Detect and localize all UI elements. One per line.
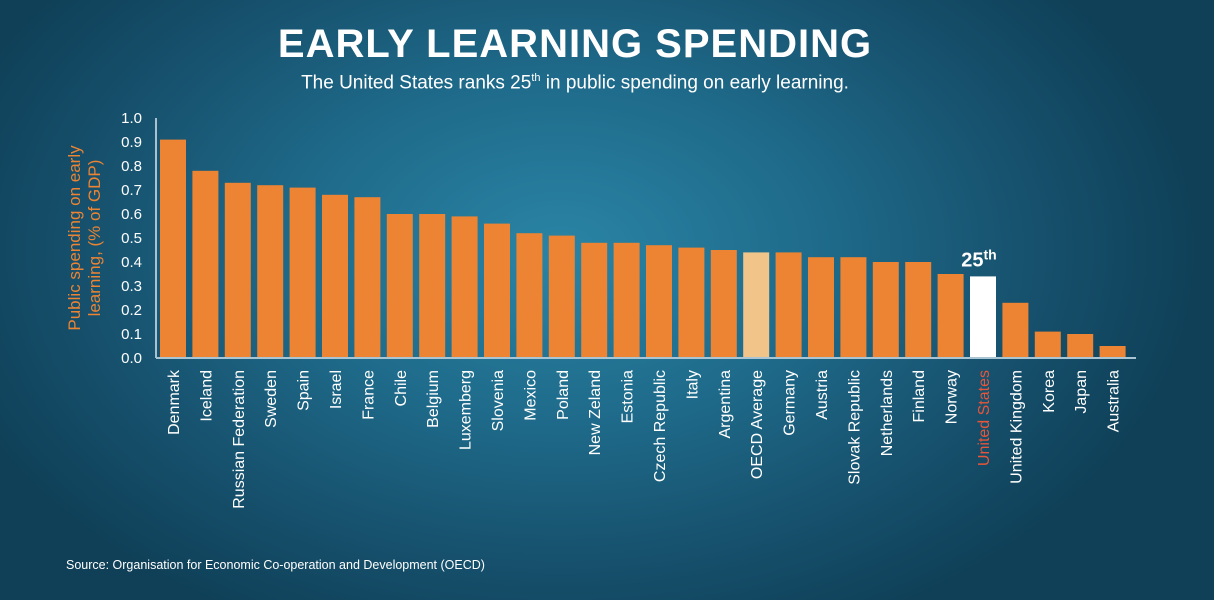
x-tick-label: Poland [555,370,572,420]
x-tick-label: Slovenia [490,370,507,431]
x-tick-label: Spain [296,370,313,411]
x-tick-label: Austria [814,370,831,420]
bar-luxemberg [451,216,478,358]
x-tick-label: Finland [911,370,928,422]
bar-japan [1067,334,1094,358]
chart-title: EARLY LEARNING SPENDING [277,22,873,66]
x-tick-label: Italy [684,370,701,399]
bar-russian-federation [224,182,251,358]
bar-new-zeland [581,242,608,358]
x-tick-label: Estonia [620,370,637,423]
x-tick-label: Slovak Republic [846,370,863,485]
subtitle-superscript: th [531,72,541,84]
x-tick-label: New Zeland [587,370,604,455]
bar-norway [937,274,964,358]
bar-belgium [419,214,446,358]
x-tick-label: OECD Average [749,370,766,479]
bar-argentina [710,250,737,358]
y-tick-label: 0.5 [121,230,142,247]
x-tick-label: United States [976,370,993,466]
x-tick-label: Argentina [717,370,734,439]
rank-suffix: th [984,246,997,262]
source-note: Source: Organisation for Economic Co-ope… [66,558,485,572]
x-tick-label: Chile [393,370,410,407]
bar-poland [548,235,575,358]
y-tick-label: 0.6 [121,206,142,223]
y-tick-label: 0.9 [121,134,142,151]
x-tick-label: Israel [328,370,345,409]
bar-italy [678,247,705,358]
bar-united-kingdom [1002,302,1029,358]
y-tick-label: 0.2 [121,302,142,319]
x-tick-label: Denmark [166,369,183,435]
bar-mexico [516,233,543,358]
bar-netherlands [872,262,899,358]
y-axis-title-line: Public spending on early [65,145,84,331]
x-tick-label: United Kingdom [1008,370,1025,484]
x-tick-label: Korea [1041,370,1058,413]
bar-austria [808,257,834,358]
rank-number: 25 [961,249,983,271]
x-tick-label: Russian Federation [231,370,248,509]
bar-chile [386,214,413,358]
chart-subtitle: The United States ranks 25th in public s… [0,72,1150,94]
y-tick-label: 0.1 [121,326,142,343]
bar-sweden [257,185,284,358]
bar-oecd-average [743,252,770,358]
x-tick-label: France [360,370,377,420]
x-tick-label: Sweden [263,370,280,428]
x-tick-label: Iceland [198,370,215,422]
rank-annotation: 25th [961,246,996,271]
x-tick-label: Luxemberg [458,370,475,450]
y-axis-title-line: learning, (% of GDP) [85,160,104,317]
bar-australia [1099,346,1126,358]
bar-germany [775,252,802,358]
bar-slovak-republic [840,257,867,358]
y-axis-ticks: 0.0 0.1 0.2 0.3 0.4 0.5 0.6 0.7 0.8 0.9 1.0 [121,110,142,367]
x-tick-label: Germany [782,370,799,436]
y-tick-label: 0.0 [121,350,142,367]
y-tick-label: 0.4 [121,254,142,271]
y-tick-label: 0.7 [121,182,142,199]
bar-denmark [160,139,186,358]
x-tick-label: Czech Republic [652,370,669,482]
bar-estonia [613,242,640,358]
y-tick-label: 0.8 [121,158,142,175]
bar-united-states [970,276,996,358]
rank-annotation-text: 25th [961,246,996,271]
x-tick-label: Netherlands [879,370,896,456]
bar-czech-republic [646,245,672,358]
y-axis-title: Public spending on early learning, (% of … [65,145,104,331]
bar-iceland [192,170,219,358]
y-tick-label: 1.0 [121,110,142,127]
x-tick-label: Mexico [522,370,539,421]
subtitle-text-end: in public spending on early learning. [540,72,849,94]
x-axis-labels: Denmark Iceland Russian Federation Sweden Sp… [166,369,1123,509]
x-tick-label: Australia [1106,370,1123,432]
bar-slovenia [484,223,510,358]
bar-korea [1034,331,1061,358]
bar-finland [905,262,932,358]
y-tick-label: 0.3 [121,278,142,295]
bar-israel [322,194,348,358]
bars [160,139,1126,358]
subtitle-text-start: The United States ranks 25 [301,72,532,94]
x-tick-label: Japan [1073,370,1090,414]
bar-france [354,197,381,358]
x-tick-label: Belgium [425,370,442,428]
bar-spain [289,187,316,358]
x-tick-label: Norway [944,370,961,424]
